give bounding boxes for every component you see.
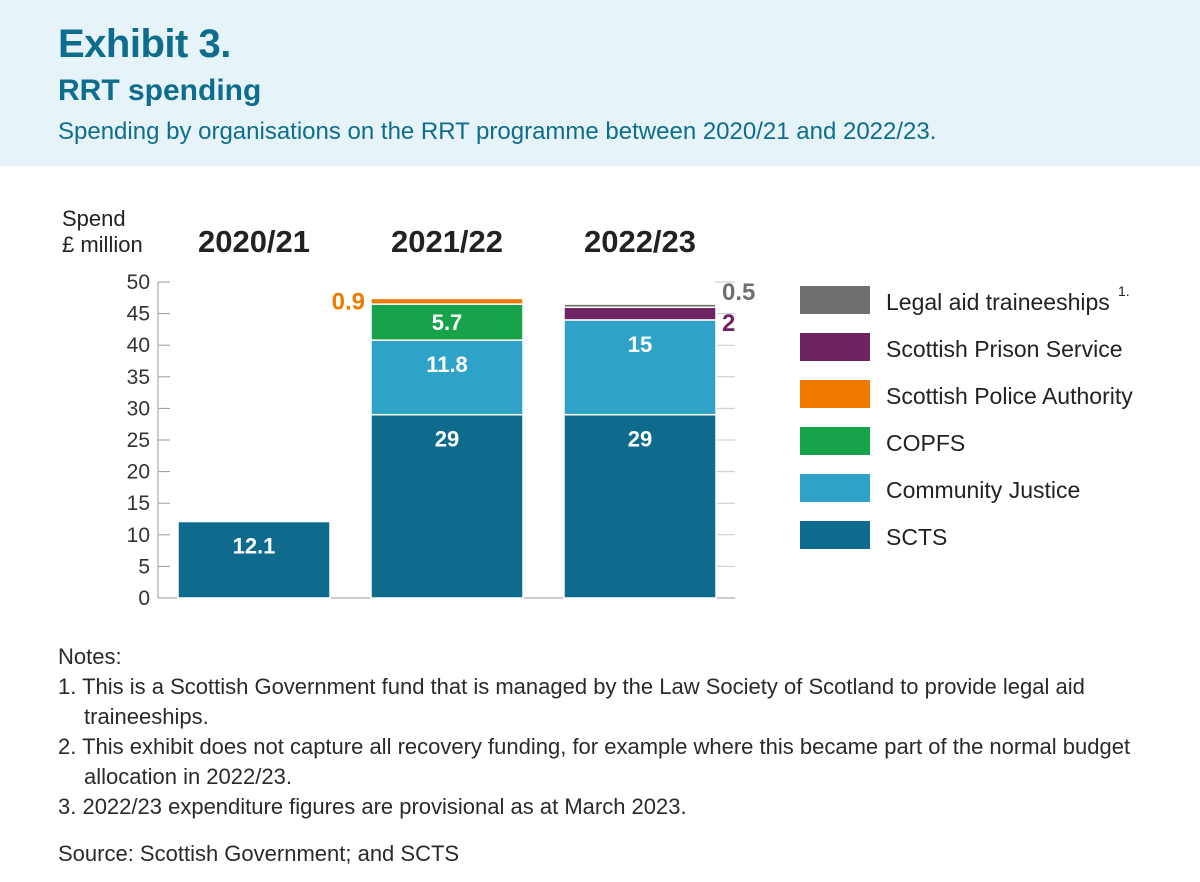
- bar-segment: [563, 319, 717, 416]
- data-label: 2: [722, 310, 735, 337]
- legend-label: SCTS: [886, 524, 947, 550]
- exhibit-header: Exhibit 3. RRT spending Spending by orga…: [0, 0, 1200, 166]
- y-tick-label: 45: [127, 303, 150, 326]
- bar-segment: [177, 520, 331, 599]
- bar-segment: [370, 413, 524, 599]
- y-tick-label: 30: [127, 397, 150, 420]
- exhibit-description: Spending by organisations on the RRT pro…: [58, 118, 937, 145]
- legend-swatch: [800, 286, 870, 314]
- data-label: 12.1: [233, 534, 276, 559]
- legend-swatch: [800, 380, 870, 408]
- y-tick-label: 50: [127, 271, 150, 294]
- y-tick-label: 20: [127, 461, 150, 484]
- legend-label: COPFS: [886, 430, 965, 456]
- data-label: 0.9: [332, 288, 365, 315]
- legend-swatch: [800, 521, 870, 549]
- legend-swatch: [800, 333, 870, 361]
- notes-heading: Notes:: [58, 644, 122, 669]
- source-note: Source: Scottish Government; and SCTS: [58, 841, 460, 866]
- bar-segment: [563, 303, 717, 309]
- bar-segment: [563, 306, 717, 321]
- data-label: 0.5: [722, 279, 755, 306]
- y-tick-label: 0: [138, 587, 150, 610]
- stacked-bar-chart: Spend£ million 0 5 10 15 20 25 30 35 40 45 50 2020/2…: [62, 206, 1133, 610]
- legend-label: Scottish Police Authority: [886, 383, 1133, 409]
- y-tick-label: 5: [138, 555, 150, 578]
- y-axis-label-line-2: £ million: [62, 232, 143, 257]
- bar-segment: [370, 297, 524, 305]
- data-label: 15: [628, 332, 652, 357]
- legend-label: Community Justice: [886, 477, 1080, 503]
- note-1: 1. This is a Scottish Government fund th…: [58, 674, 1085, 729]
- data-label: 11.8: [426, 352, 468, 377]
- legend-swatch: [800, 427, 870, 455]
- legend-label: Scottish Prison Service: [886, 336, 1122, 362]
- y-tick-label: 10: [127, 524, 150, 547]
- legend-footnote-mark: 1.: [1118, 283, 1130, 299]
- bar-segment: [563, 413, 717, 599]
- legend-label: Legal aid traineeships: [886, 289, 1110, 315]
- data-label: 29: [435, 427, 459, 452]
- category-label: 2020/21: [198, 224, 310, 259]
- notes: Notes: 1. This is a Scottish Government …: [58, 642, 1178, 822]
- data-label: 5.7: [432, 310, 463, 335]
- note-2: 2. This exhibit does not capture all rec…: [58, 734, 1131, 789]
- y-tick-label: 15: [127, 492, 150, 515]
- exhibit-subtitle: RRT spending: [58, 74, 262, 107]
- legend-swatch: [800, 474, 870, 502]
- exhibit-title: Exhibit 3.: [58, 22, 231, 66]
- category-label: 2022/23: [584, 224, 696, 259]
- y-tick-label: 40: [127, 334, 150, 357]
- note-3: 3. 2022/23 expenditure figures are provi…: [58, 794, 687, 819]
- y-tick-label: 25: [127, 429, 150, 452]
- category-label: 2021/22: [391, 224, 503, 259]
- y-tick-label: 35: [127, 366, 150, 389]
- data-label: 29: [628, 427, 652, 452]
- y-axis-label-line-1: Spend: [62, 206, 126, 231]
